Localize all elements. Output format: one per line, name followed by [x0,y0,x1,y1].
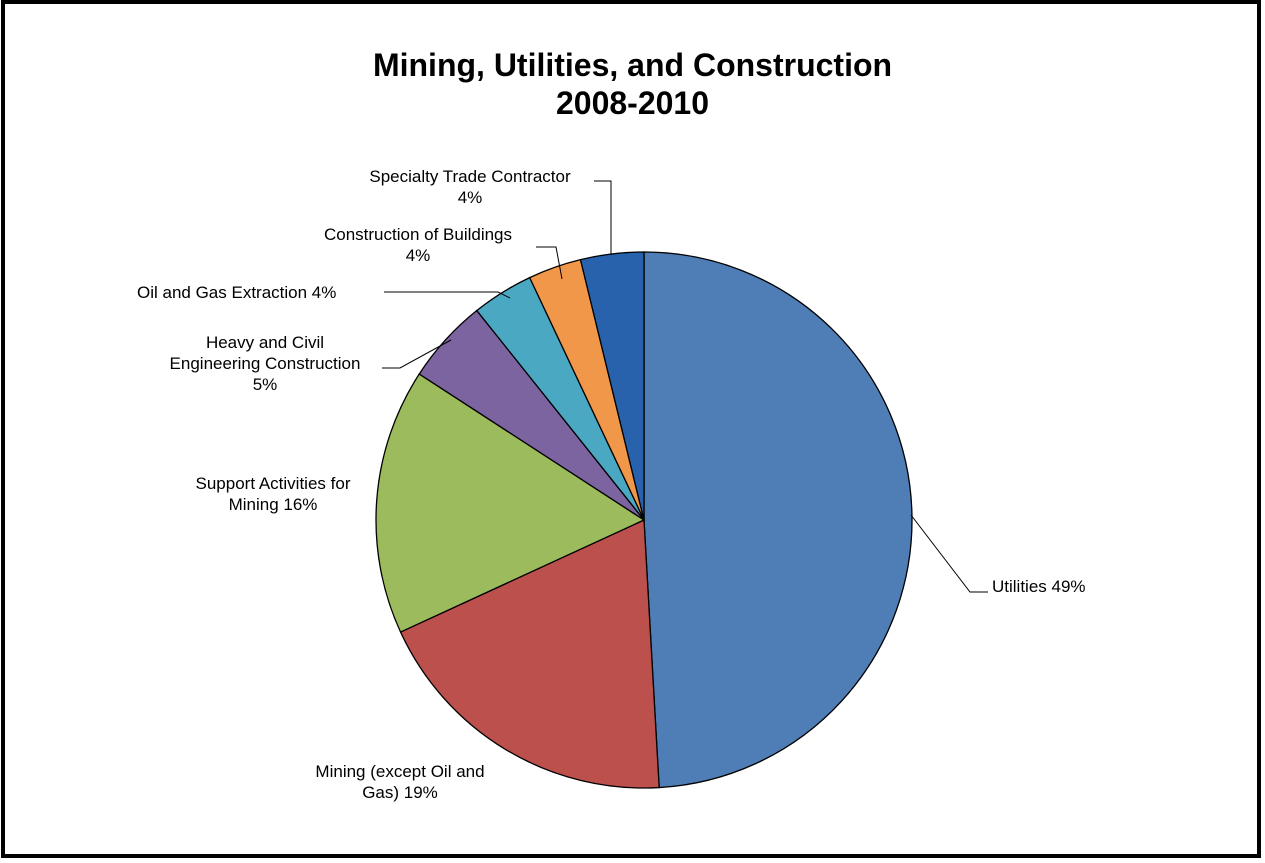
pie-slice-2 [375,373,646,633]
slice-label-1-line-0: Mining (except Oil and [315,762,484,781]
slice-label-6: Specialty Trade Contractor 4% [369,167,571,207]
leader-line-4 [594,180,612,255]
leader-line-1 [382,339,452,369]
chart-title-line-1: Mining, Utilities, and Construction [372,47,893,83]
pie-slice-1 [399,519,660,789]
slice-label-3-line-2: 5% [253,375,278,394]
pie-slice-6 [579,251,645,521]
leader-line-2 [384,291,511,299]
slice-label-5: Construction of Buildings 4% [324,225,512,265]
slice-label-2: Support Activities for Mining 16% [196,474,351,514]
slice-label-6-line-0: Specialty Trade Contractor [369,167,571,186]
slice-label-3-line-0: Heavy and Civil [206,333,324,352]
slice-label-1: Mining (except Oil and Gas) 19% [315,762,484,802]
slice-label-3: Heavy and Civil Engineering Construction 5… [170,333,361,394]
slice-label-0: Utilities 49% [992,577,1086,596]
chart-title-line-2: 2008-2010 [555,85,710,121]
slice-label-2-line-1: Mining 16% [229,495,318,514]
slice-label-5-line-1: 4% [406,246,431,265]
leader-line-3 [536,246,563,280]
slice-label-4: Oil and Gas Extraction 4% [137,283,336,302]
slice-label-2-line-0: Support Activities for [196,474,351,493]
slice-label-6-line-1: 4% [458,188,483,207]
slice-label-0-line-0: Utilities 49% [992,577,1086,596]
slice-label-4-line-0: Oil and Gas Extraction 4% [137,283,336,302]
pie-slice-0 [643,251,913,789]
slice-label-3-line-1: Engineering Construction [170,354,361,373]
leader-line-0 [910,514,988,593]
slice-label-5-line-0: Construction of Buildings [324,225,512,244]
slice-label-1-line-1: Gas) 19% [362,783,438,802]
